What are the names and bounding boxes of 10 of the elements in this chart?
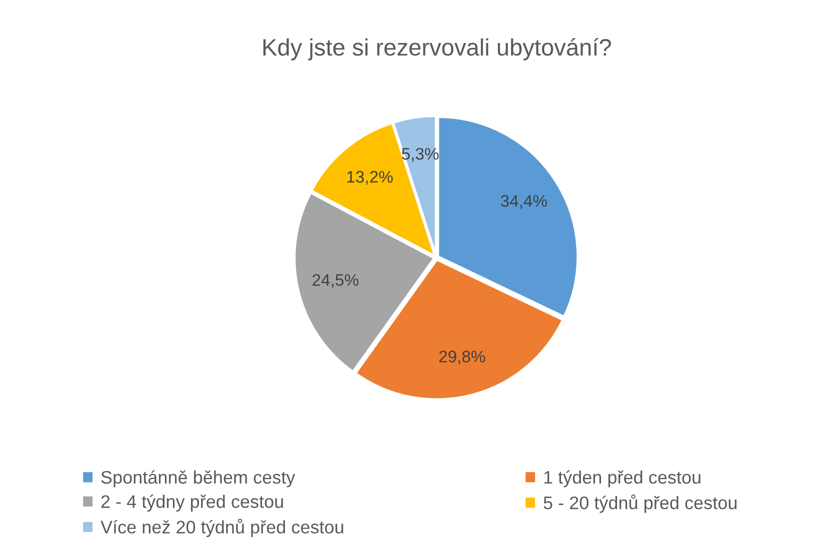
chart-title: Kdy jste si rezervovali ubytování? [263, 38, 611, 60]
data-label: 34,4% [500, 195, 547, 209]
data-label: 24,5% [312, 274, 358, 288]
data-label: 13,2% [347, 170, 393, 185]
data-label: 29,8% [439, 350, 486, 364]
legend-label: Spontánně během cesty [101, 470, 296, 488]
legend-label: Více než 20 týdnů před cestou [100, 518, 344, 538]
legend-label: 2 - 4 týdny před cestou [101, 494, 283, 512]
legend-label: 1 týden před cestou [544, 470, 700, 488]
legend-label: 5 - 20 týdnů před cestou [544, 494, 736, 513]
